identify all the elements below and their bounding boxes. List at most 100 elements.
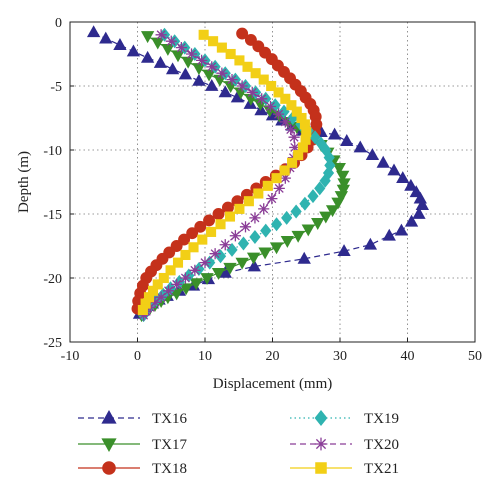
data-point: [273, 87, 284, 98]
data-point: [287, 157, 298, 168]
data-point: [331, 197, 345, 210]
legend-label: TX17: [152, 437, 187, 453]
data-point: [212, 208, 225, 220]
data-point: [196, 54, 208, 66]
data-point: [336, 170, 350, 183]
data-point: [194, 220, 207, 233]
data-point: [180, 249, 191, 260]
data-point: [99, 31, 113, 44]
data-point: [216, 67, 228, 79]
legend-item-tx20: TX20: [290, 437, 399, 453]
data-point: [249, 212, 261, 224]
data-point: [307, 189, 319, 204]
data-point: [258, 247, 272, 260]
y-tick-label: -5: [50, 80, 62, 95]
data-point: [140, 50, 155, 63]
series-tx20: [137, 29, 301, 321]
data-point: [291, 106, 302, 117]
data-point: [332, 163, 346, 175]
data-point: [165, 265, 176, 276]
legend-marker: [101, 410, 117, 424]
data-point: [279, 172, 291, 184]
data-point: [197, 234, 208, 245]
data-point: [205, 79, 219, 91]
data-point: [178, 67, 193, 80]
data-point: [219, 239, 231, 251]
data-point: [234, 55, 245, 66]
data-point: [271, 173, 282, 184]
legend-label: TX20: [364, 437, 399, 453]
data-point: [198, 29, 209, 40]
x-tick-label: -10: [61, 349, 80, 364]
data-point: [236, 80, 248, 92]
data-point: [230, 90, 245, 103]
legend-label: TX16: [152, 411, 187, 427]
data-point: [297, 142, 308, 153]
legend-marker: [102, 461, 116, 475]
data-point: [239, 221, 252, 233]
data-point: [137, 309, 150, 321]
data-point: [165, 62, 180, 75]
data-point: [325, 205, 340, 218]
data-point: [155, 291, 167, 303]
data-point: [286, 100, 297, 111]
data-point: [181, 56, 195, 69]
data-point: [290, 204, 302, 219]
data-point: [192, 63, 206, 76]
data-point: [188, 242, 199, 253]
y-tick-label: -25: [43, 336, 62, 351]
data-point: [280, 93, 291, 104]
x-tick-label: 20: [266, 349, 280, 364]
data-point: [226, 242, 238, 257]
data-point: [315, 136, 327, 151]
data-point: [152, 279, 163, 290]
data-point: [279, 116, 291, 128]
data-point: [143, 292, 155, 303]
data-point: [113, 38, 127, 50]
series-layer: [86, 25, 429, 323]
data-point: [253, 188, 264, 199]
data-point: [222, 201, 234, 214]
x-tick-label: 30: [333, 349, 347, 364]
data-point: [412, 207, 426, 219]
y-tick-label: -15: [43, 208, 62, 223]
data-point: [256, 93, 268, 105]
data-point: [223, 262, 237, 275]
data-point: [258, 203, 270, 215]
data-point: [387, 163, 401, 176]
data-point: [278, 104, 290, 119]
data-point: [86, 25, 101, 38]
data-point: [179, 272, 192, 284]
data-point: [289, 141, 301, 154]
legend-item-tx19: TX19: [290, 410, 399, 427]
legend-marker: [101, 438, 117, 452]
data-point: [270, 217, 283, 232]
data-point: [394, 223, 409, 236]
data-point: [382, 228, 396, 241]
data-point: [158, 272, 169, 284]
data-point: [291, 230, 305, 243]
data-point: [206, 61, 218, 73]
data-point: [155, 29, 167, 41]
data-point: [262, 180, 273, 191]
data-point: [281, 210, 293, 225]
legend-item-tx18: TX18: [78, 461, 187, 477]
data-point: [396, 171, 410, 184]
data-point: [200, 273, 214, 285]
data-point: [171, 278, 183, 290]
data-point: [224, 211, 236, 222]
data-point: [363, 237, 378, 250]
data-point: [279, 165, 290, 176]
data-point: [140, 298, 151, 309]
data-point: [214, 249, 227, 264]
data-point: [189, 264, 201, 276]
y-axis-title: Depth (m): [16, 151, 32, 213]
series-tx21: [137, 29, 312, 316]
data-point: [288, 131, 300, 143]
data-point: [192, 73, 206, 86]
data-point: [311, 218, 325, 230]
data-point: [309, 130, 321, 145]
data-point: [242, 61, 253, 72]
data-point: [151, 37, 165, 50]
